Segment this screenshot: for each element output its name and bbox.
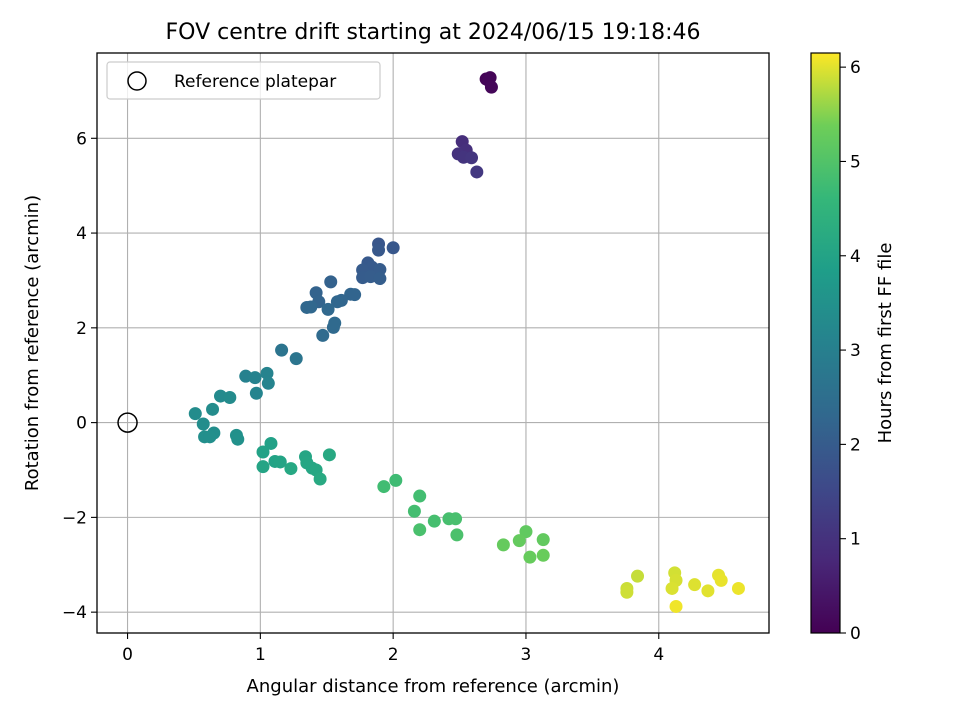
colorbar-tick-label: 0 <box>850 624 861 644</box>
data-point <box>389 473 403 487</box>
data-point <box>465 151 479 165</box>
data-point <box>512 534 526 548</box>
x-tick-label: 3 <box>521 645 532 665</box>
data-point <box>260 366 274 380</box>
data-point <box>449 512 463 526</box>
reference-platepar-marker <box>117 412 138 433</box>
data-point <box>413 489 427 503</box>
x-tick-label: 2 <box>388 645 399 665</box>
reference-marker-layer <box>117 412 138 433</box>
data-point <box>496 538 510 552</box>
data-point <box>264 436 278 450</box>
data-point <box>188 407 202 421</box>
colorbar-ticks: 0 1 2 3 4 5 6 <box>840 58 861 644</box>
data-point <box>450 528 464 542</box>
colorbar-label: Hours from first FF file <box>875 243 896 444</box>
data-point <box>206 402 220 416</box>
data-point <box>261 376 275 390</box>
data-point <box>714 573 728 587</box>
data-point <box>386 241 400 255</box>
data-point <box>631 569 645 583</box>
data-point <box>470 165 484 179</box>
points-layer <box>188 71 745 613</box>
data-point <box>289 352 303 366</box>
y-tick-label: 6 <box>76 129 87 149</box>
data-point <box>620 585 634 599</box>
plot-frame <box>96 52 770 634</box>
data-point <box>669 599 683 613</box>
data-point <box>304 300 318 314</box>
data-point <box>413 523 427 537</box>
colorbar-gradient <box>810 52 841 634</box>
x-tick-label: 4 <box>653 645 664 665</box>
legend-box <box>106 61 381 100</box>
data-point <box>330 295 344 309</box>
colorbar-tick-label: 3 <box>850 341 861 361</box>
colorbar: 0 1 2 3 4 5 6 Hours from first FF file <box>810 52 896 644</box>
legend: Reference platepar <box>106 61 381 100</box>
y-tick-label: −4 <box>62 603 87 623</box>
data-point <box>223 390 237 404</box>
data-point <box>284 462 298 476</box>
data-point <box>665 581 679 595</box>
plot-area: 0 1 2 3 4 −4 −2 0 2 4 6 <box>62 52 770 665</box>
data-point <box>377 480 391 494</box>
y-axis-ticks: −4 −2 0 2 4 6 <box>62 129 97 623</box>
data-point <box>275 343 289 357</box>
data-point <box>256 445 270 459</box>
y-tick-label: 0 <box>76 414 87 434</box>
data-point <box>273 455 287 469</box>
data-point <box>256 460 270 474</box>
data-point <box>536 533 550 547</box>
colorbar-tick-label: 5 <box>850 152 861 172</box>
data-point <box>484 80 498 94</box>
data-point <box>731 581 745 595</box>
colorbar-tick-label: 1 <box>850 530 861 550</box>
y-tick-label: −2 <box>62 508 87 528</box>
legend-reference-marker-icon <box>127 71 147 91</box>
data-point <box>231 432 245 446</box>
data-point <box>249 386 263 400</box>
data-point <box>203 430 217 444</box>
data-point <box>373 263 387 277</box>
chart-title: FOV centre drift starting at 2024/06/15 … <box>166 20 701 45</box>
y-tick-label: 4 <box>76 224 87 244</box>
data-point <box>519 525 533 539</box>
x-tick-label: 0 <box>122 645 133 665</box>
data-point <box>313 472 327 486</box>
data-point <box>316 328 330 342</box>
data-point <box>407 504 421 518</box>
grid-layer <box>97 53 769 633</box>
colorbar-tick-label: 6 <box>850 58 861 78</box>
data-point <box>373 272 387 286</box>
data-point <box>701 584 715 598</box>
x-axis-ticks: 0 1 2 3 4 <box>122 633 664 665</box>
x-tick-label: 1 <box>255 645 266 665</box>
data-point <box>427 514 441 528</box>
data-point <box>322 448 336 462</box>
data-point <box>523 550 537 564</box>
data-point <box>326 320 340 334</box>
x-axis-label: Angular distance from reference (arcmin) <box>247 676 620 697</box>
colorbar-tick-label: 4 <box>850 247 861 267</box>
data-point <box>536 548 550 562</box>
data-point <box>324 275 338 289</box>
legend-entry-reference-platepar: Reference platepar <box>174 72 336 92</box>
data-point <box>348 288 362 302</box>
y-axis-label: Rotation from reference (arcmin) <box>22 195 43 491</box>
data-point <box>248 371 262 385</box>
data-point <box>321 302 335 316</box>
data-point <box>196 417 210 431</box>
data-point <box>372 243 386 257</box>
y-tick-label: 2 <box>76 319 87 339</box>
colorbar-tick-label: 2 <box>850 435 861 455</box>
data-point <box>688 578 702 592</box>
